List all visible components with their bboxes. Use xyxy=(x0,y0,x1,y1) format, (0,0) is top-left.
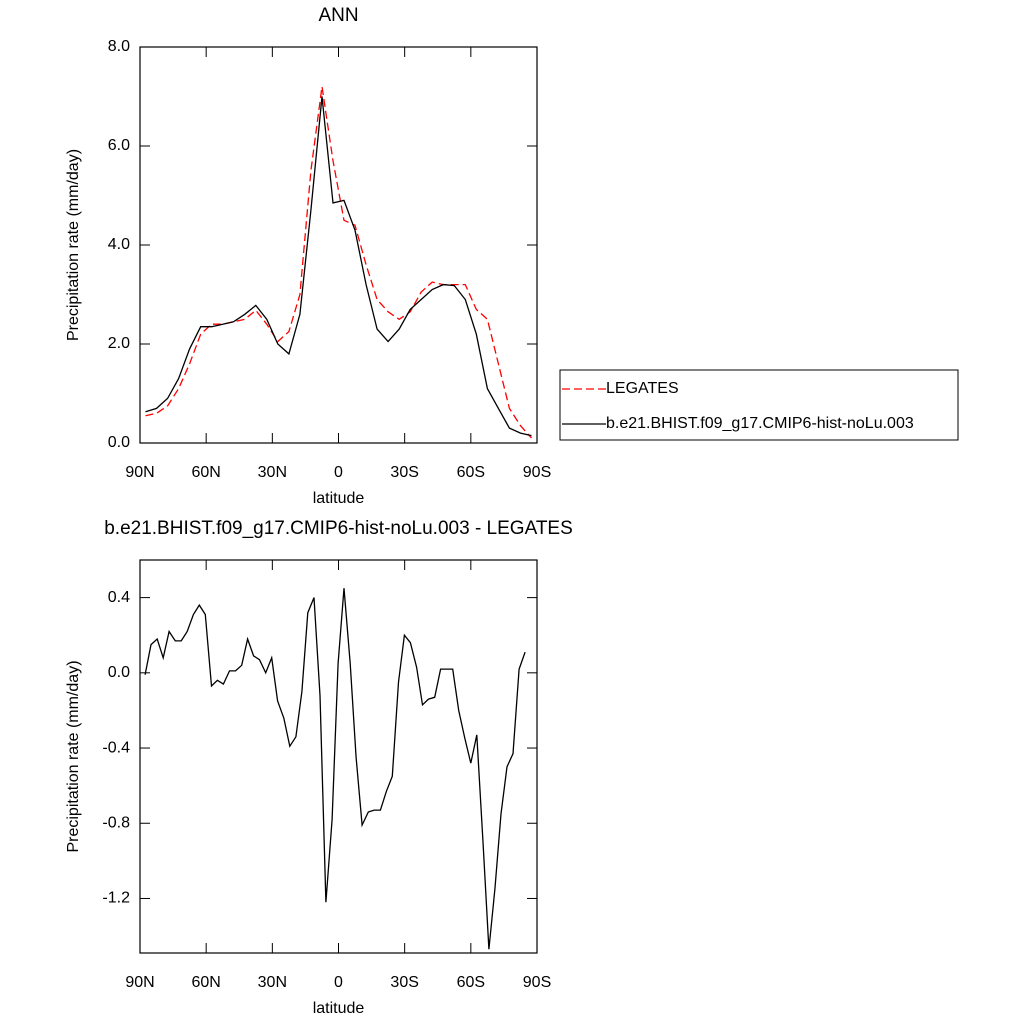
x-tick-label: 90N xyxy=(125,464,154,481)
y-tick-label: 2.0 xyxy=(108,335,130,352)
y-tick-label: 0.4 xyxy=(108,589,130,606)
x-tick-label: 60N xyxy=(191,464,220,481)
x-axis-label: latitude xyxy=(313,490,365,507)
x-tick-label: 60N xyxy=(191,974,220,991)
y-tick-label: -0.4 xyxy=(102,739,130,756)
y-axis-label: Precipitation rate (mm/day) xyxy=(65,149,82,341)
x-tick-label: 30N xyxy=(258,464,287,481)
y-tick-label: 6.0 xyxy=(108,137,130,154)
y-axis-label: Precipitation rate (mm/day) xyxy=(65,660,82,852)
x-tick-label: 60S xyxy=(457,974,485,991)
x-tick-label: 30N xyxy=(258,974,287,991)
y-tick-label: -0.8 xyxy=(102,814,130,831)
y-tick-label: 4.0 xyxy=(108,236,130,253)
data-line xyxy=(144,588,526,950)
legend-label: b.e21.BHIST.f09_g17.CMIP6-hist-noLu.003 xyxy=(606,415,914,432)
x-axis-label: latitude xyxy=(313,1000,365,1017)
x-tick-label: 0 xyxy=(334,974,343,991)
y-tick-label: 8.0 xyxy=(108,38,130,55)
legend-box xyxy=(559,369,959,441)
plot-frame xyxy=(139,559,538,954)
data-line xyxy=(145,96,532,437)
x-tick-label: 0 xyxy=(334,464,343,481)
y-tick-label: -1.2 xyxy=(102,890,130,907)
chart-title: b.e21.BHIST.f09_g17.CMIP6-hist-noLu.003 … xyxy=(104,518,573,539)
x-tick-label: 30S xyxy=(390,974,418,991)
y-tick-label: 0.0 xyxy=(108,434,130,451)
data-line xyxy=(145,86,532,439)
y-tick-label: 0.0 xyxy=(108,664,130,681)
x-tick-label: 90S xyxy=(523,974,551,991)
plot-frame xyxy=(139,46,538,444)
x-tick-label: 30S xyxy=(390,464,418,481)
chart-title: ANN xyxy=(318,5,358,26)
x-tick-label: 90N xyxy=(125,974,154,991)
legend-label: LEGATES xyxy=(606,380,679,397)
x-tick-label: 60S xyxy=(457,464,485,481)
x-tick-label: 90S xyxy=(523,464,551,481)
